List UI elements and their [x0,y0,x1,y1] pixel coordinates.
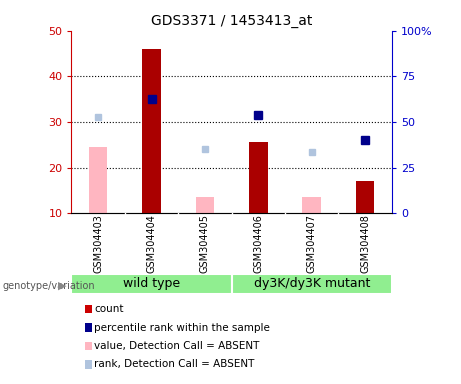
Bar [142,49,161,213]
Text: value, Detection Call = ABSENT: value, Detection Call = ABSENT [95,341,260,351]
Bar [302,197,321,213]
Text: GSM304403: GSM304403 [93,214,103,273]
Text: GSM304408: GSM304408 [360,214,370,273]
Bar [231,274,392,294]
Bar [71,274,231,294]
Text: count: count [95,304,124,314]
Text: genotype/variation: genotype/variation [2,281,95,291]
Text: GSM304404: GSM304404 [147,214,157,273]
Bar [195,197,214,213]
Text: ▶: ▶ [59,281,67,291]
Text: dy3K/dy3K mutant: dy3K/dy3K mutant [254,277,370,290]
Bar [89,147,107,213]
Text: GSM304405: GSM304405 [200,214,210,273]
Text: wild type: wild type [123,277,180,290]
Text: GSM304406: GSM304406 [254,214,263,273]
Title: GDS3371 / 1453413_at: GDS3371 / 1453413_at [151,14,313,28]
Bar [356,181,374,213]
Text: rank, Detection Call = ABSENT: rank, Detection Call = ABSENT [95,359,255,369]
Bar [249,142,268,213]
Text: percentile rank within the sample: percentile rank within the sample [95,323,270,333]
Text: GSM304407: GSM304407 [307,214,317,273]
